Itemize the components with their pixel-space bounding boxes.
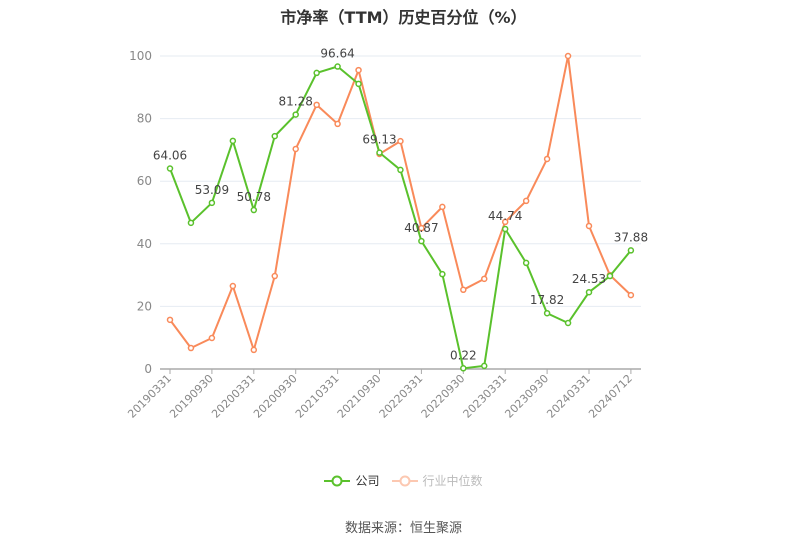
data-point[interactable] xyxy=(313,101,320,109)
data-label: 53.09 xyxy=(195,183,229,197)
data-label: 0.22 xyxy=(450,348,477,362)
data-point[interactable] xyxy=(376,149,383,156)
data-point[interactable] xyxy=(355,80,362,88)
x-tick-label: 20200331 xyxy=(209,372,258,421)
data-point[interactable] xyxy=(606,272,614,280)
data-point[interactable] xyxy=(481,275,488,283)
x-tick-label: 20220331 xyxy=(377,372,426,421)
legend-item-company[interactable]: 公司 xyxy=(324,472,380,489)
data-point[interactable] xyxy=(229,282,237,290)
data-point[interactable] xyxy=(250,346,258,354)
data-point[interactable] xyxy=(334,120,341,128)
data-source: 数据来源：恒生聚源 xyxy=(344,521,462,536)
data-point[interactable] xyxy=(397,166,404,174)
data-point[interactable] xyxy=(564,319,572,327)
data-point[interactable] xyxy=(543,155,551,163)
data-point[interactable] xyxy=(522,197,530,205)
data-point[interactable] xyxy=(460,365,467,372)
data-label: 64.06 xyxy=(153,148,187,162)
data-point[interactable] xyxy=(355,66,362,74)
x-tick-label: 20200930 xyxy=(251,372,300,421)
data-point[interactable] xyxy=(627,291,635,299)
data-label: 81.28 xyxy=(279,95,313,109)
data-point[interactable] xyxy=(271,272,278,280)
x-tick-label: 20210331 xyxy=(293,372,342,421)
company-line xyxy=(169,65,632,370)
data-point[interactable] xyxy=(187,344,195,352)
y-tick-label: 40 xyxy=(137,237,152,251)
data-point[interactable] xyxy=(501,225,509,233)
data-point[interactable] xyxy=(334,63,341,70)
data-point[interactable] xyxy=(481,362,488,370)
data-label: 96.64 xyxy=(320,47,354,61)
data-label: 24.53 xyxy=(572,272,606,286)
data-label: 50.78 xyxy=(237,190,271,204)
data-point[interactable] xyxy=(187,219,195,227)
data-point[interactable] xyxy=(313,69,320,77)
x-tick-label: 20190930 xyxy=(167,372,216,421)
y-tick-label: 80 xyxy=(137,112,152,126)
data-label: 17.82 xyxy=(530,293,564,307)
x-tick-label: 20190331 xyxy=(125,372,174,421)
line-marker-icon xyxy=(391,475,418,486)
data-point[interactable] xyxy=(292,145,299,153)
data-point[interactable] xyxy=(418,237,425,245)
x-tick-label: 20230930 xyxy=(502,372,551,421)
data-point[interactable] xyxy=(501,218,509,226)
x-tick-label: 20220930 xyxy=(419,372,468,421)
data-point[interactable] xyxy=(439,270,446,278)
data-point[interactable] xyxy=(564,52,572,60)
data-label: 40.87 xyxy=(404,221,438,235)
data-point[interactable] xyxy=(522,259,530,267)
x-tick-label: 20210930 xyxy=(335,372,384,421)
x-tick-label: 20240331 xyxy=(544,372,593,421)
y-tick-label: 20 xyxy=(137,299,152,313)
data-point[interactable] xyxy=(271,132,278,140)
line-marker-icon xyxy=(324,475,351,486)
data-point[interactable] xyxy=(585,288,593,296)
data-label: 44.74 xyxy=(488,209,522,223)
data-label: 69.13 xyxy=(362,133,396,147)
legend-item-industry-median[interactable]: 行业中位数 xyxy=(391,472,483,489)
data-point[interactable] xyxy=(250,206,258,214)
y-tick-label: 60 xyxy=(137,174,152,188)
data-point[interactable] xyxy=(166,165,174,172)
data-point[interactable] xyxy=(460,286,467,294)
data-point[interactable] xyxy=(585,222,593,230)
y-tick-label: 0 xyxy=(144,362,152,376)
data-point[interactable] xyxy=(166,316,174,324)
data-point[interactable] xyxy=(208,199,216,207)
legend: 公司 行业中位数 xyxy=(0,472,807,489)
y-tick-label: 100 xyxy=(129,49,152,63)
data-point[interactable] xyxy=(627,247,635,254)
x-tick-label: 20230331 xyxy=(461,372,510,421)
data-point[interactable] xyxy=(439,203,446,211)
data-label: 37.88 xyxy=(614,230,648,244)
chart-title: 市净率（TTM）历史百分位（%） xyxy=(280,8,527,27)
data-point[interactable] xyxy=(543,309,551,317)
legend-label: 公司 xyxy=(355,474,380,488)
data-point[interactable] xyxy=(292,111,299,118)
data-point[interactable] xyxy=(229,137,237,145)
legend-label: 行业中位数 xyxy=(422,474,483,488)
data-point[interactable] xyxy=(397,137,404,145)
data-point[interactable] xyxy=(208,334,216,342)
data-point[interactable] xyxy=(418,224,425,232)
x-tick-label: 20240712 xyxy=(586,372,635,421)
